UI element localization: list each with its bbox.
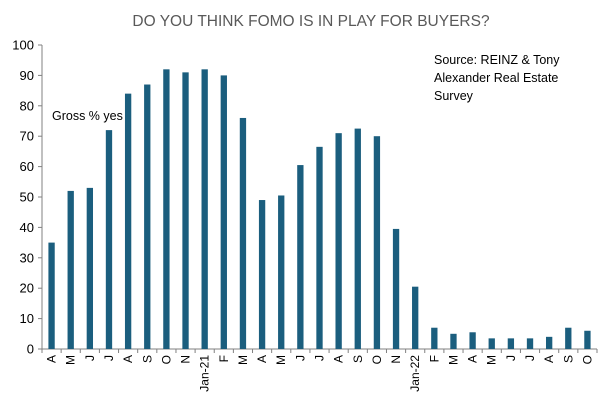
x-tick-label: F: [217, 355, 231, 362]
x-tick-label: M: [274, 355, 288, 365]
x-tick-label: A: [542, 355, 556, 363]
bar: [220, 75, 227, 350]
bar: [67, 190, 74, 349]
bar: [316, 146, 323, 349]
bars-group: [48, 69, 591, 350]
x-tick-label: O: [580, 355, 594, 364]
bar: [488, 338, 495, 349]
y-tick-label: 80: [20, 98, 34, 113]
x-tick-label: A: [255, 355, 269, 363]
x-tick-label: J: [83, 355, 97, 361]
x-tick-label: Jan-21: [198, 355, 212, 392]
bar: [450, 333, 457, 349]
source-note-line-3: Survey: [434, 89, 474, 103]
bar: [584, 330, 591, 349]
y-tick-label: 30: [20, 250, 34, 265]
bar: [297, 165, 304, 349]
x-tick-label: A: [121, 355, 135, 363]
x-axis-ticks: A M J J A S O N Jan-21 F M A M J J A S O N Jan-22 F M A M J J A S O: [41, 349, 598, 392]
bar: [201, 69, 208, 349]
source-note-line-1: Source: REINZ & Tony: [434, 53, 560, 67]
chart-title: DO YOU THINK FOMO IS IN PLAY FOR BUYERS?: [132, 13, 490, 30]
x-tick-label: A: [332, 355, 346, 363]
bar: [335, 133, 342, 349]
y-tick-label: 20: [20, 281, 34, 296]
y-tick-label: 50: [20, 190, 34, 205]
x-tick-label: S: [140, 355, 154, 363]
y-tick-label: 0: [27, 342, 34, 357]
bar: [239, 117, 247, 350]
bar: [565, 327, 572, 349]
x-tick-label: N: [179, 355, 193, 364]
x-tick-label: J: [102, 355, 116, 361]
bar: [431, 327, 438, 349]
bar: [86, 187, 94, 349]
bar: [469, 332, 476, 349]
bar: [392, 228, 400, 349]
x-tick-label: O: [370, 355, 384, 364]
y-tick-label: 70: [20, 129, 34, 144]
bar: [507, 338, 515, 349]
x-tick-label: J: [504, 355, 518, 361]
bar: [373, 136, 381, 349]
y-tick-label: 10: [20, 311, 34, 326]
series-label: Gross % yes: [52, 109, 123, 123]
x-tick-label: M: [64, 355, 78, 365]
x-tick-label: J: [523, 355, 537, 361]
x-tick-label: F: [427, 355, 441, 362]
bar: [163, 69, 170, 349]
y-tick-label: 90: [20, 68, 34, 83]
x-tick-label: J: [313, 355, 327, 361]
bar: [545, 336, 553, 349]
bar: [258, 200, 266, 349]
x-tick-label: A: [466, 355, 480, 363]
x-tick-label: S: [561, 355, 575, 363]
y-axis-ticks: 0 10 20 30 40 50 60 70 80 90 100: [12, 38, 42, 357]
y-tick-label: 100: [12, 38, 34, 53]
x-tick-label: S: [351, 355, 365, 363]
bar: [105, 130, 113, 349]
x-tick-label: M: [236, 355, 250, 365]
x-tick-label: N: [389, 355, 403, 364]
bar: [182, 72, 189, 350]
x-tick-label: A: [45, 355, 59, 363]
x-tick-label: M: [485, 355, 499, 365]
x-tick-label: O: [159, 355, 173, 364]
bar: [354, 128, 361, 349]
bar: [526, 338, 534, 349]
bar: [412, 286, 419, 349]
y-tick-label: 40: [20, 220, 34, 235]
bar: [48, 242, 55, 349]
x-tick-label: J: [293, 355, 307, 361]
x-tick-label: M: [446, 355, 460, 365]
bar: [144, 84, 151, 350]
x-tick-label: Jan-22: [408, 355, 422, 392]
bar: [124, 93, 132, 349]
bar: [278, 195, 285, 349]
source-note-line-2: Alexander Real Estate: [434, 71, 558, 85]
y-tick-label: 60: [20, 159, 34, 174]
